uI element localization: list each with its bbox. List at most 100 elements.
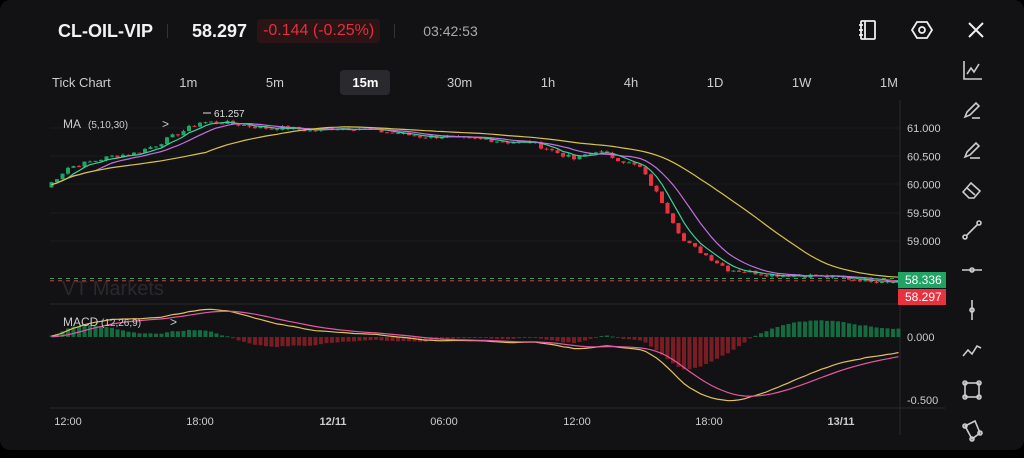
vertical-line-icon[interactable] <box>960 298 986 324</box>
candle-down <box>77 166 81 168</box>
time-tick: 12:00 <box>54 416 82 428</box>
candle-up <box>99 160 103 162</box>
candle-down <box>192 125 197 127</box>
tab-1h[interactable]: 1h <box>540 75 556 90</box>
macd-histogram-bar <box>786 323 791 337</box>
macd-histogram-bar <box>682 337 686 370</box>
macd-histogram-bar <box>511 337 516 339</box>
price-chart[interactable]: VT Markets MA (5,10,30) > MACD (12,26,9) >61.2… <box>0 0 950 450</box>
candle-up <box>148 147 153 149</box>
candle-up <box>440 137 444 139</box>
macd-params: (12,26,9) <box>101 318 141 329</box>
candle-up <box>242 124 246 126</box>
tab-1m[interactable]: 1M <box>879 75 898 90</box>
candle-up <box>60 173 65 180</box>
candle-up <box>566 154 571 157</box>
candle-up <box>49 182 54 188</box>
macd-histogram-bar <box>610 336 615 338</box>
time-tick: 06:00 <box>430 416 458 428</box>
polygon-icon[interactable] <box>960 418 986 444</box>
macd-histogram-bar <box>357 337 362 341</box>
ma-expand-chevron[interactable]: > <box>162 117 169 131</box>
settings-hex-icon[interactable] <box>910 18 934 42</box>
macd-histogram-bar <box>506 337 510 340</box>
macd-histogram-bar <box>825 320 829 337</box>
candle-up <box>104 156 109 161</box>
candle-down <box>660 191 664 203</box>
tab-1w[interactable]: 1W <box>791 75 812 90</box>
trend-line-icon[interactable] <box>960 218 986 244</box>
macd-histogram-bar <box>93 325 98 337</box>
macd-histogram-bar <box>319 337 323 345</box>
macd-histogram-bar <box>885 328 890 337</box>
macd-histogram-bar <box>181 330 186 337</box>
tab-tick-chart[interactable]: Tick Chart <box>52 75 111 90</box>
macd-histogram-bar <box>379 337 384 341</box>
macd-histogram-bar <box>847 323 851 337</box>
close-icon[interactable] <box>964 18 988 42</box>
macd-histogram-bar <box>489 337 494 339</box>
macd-histogram-bar <box>88 325 92 337</box>
macd-histogram-bar <box>192 330 197 337</box>
tab-1d[interactable]: 1D <box>706 75 724 90</box>
notebook-icon[interactable] <box>856 18 880 42</box>
macd-histogram-bar <box>649 337 653 347</box>
macd-histogram-bar <box>214 333 219 337</box>
candle-down <box>693 243 697 247</box>
candle-up <box>187 125 191 132</box>
macd-histogram-bar <box>583 337 587 341</box>
candle-down <box>665 202 670 214</box>
tab-30m[interactable]: 30m <box>446 75 473 90</box>
horizontal-line-icon[interactable] <box>960 258 986 284</box>
tab-1m[interactable]: 1m <box>179 75 198 90</box>
candle-down <box>841 276 846 278</box>
tab-4h[interactable]: 4h <box>623 75 639 90</box>
candle-up <box>71 166 76 168</box>
tab-5m[interactable]: 5m <box>265 75 284 90</box>
candle-down <box>385 132 389 134</box>
price-tick: 60.500 <box>907 151 941 163</box>
macd-histogram-bar <box>676 337 681 367</box>
macd-histogram-bar <box>445 337 450 340</box>
bid-price-label: 58.336 <box>905 273 942 287</box>
macd-histogram-bar <box>170 331 175 337</box>
macd-histogram-bar <box>726 337 730 354</box>
candle-down <box>572 154 576 160</box>
candle-up <box>308 130 312 132</box>
candle-up <box>511 142 516 144</box>
candle-up <box>165 137 169 145</box>
macd-tick: 0.000 <box>907 332 935 344</box>
candle-down <box>269 128 274 130</box>
macd-histogram-bar <box>330 337 334 343</box>
rectangle-icon[interactable] <box>960 378 986 404</box>
macd-histogram-bar <box>280 337 285 347</box>
macd-histogram-bar <box>566 337 571 343</box>
candle-down <box>379 128 384 133</box>
macd-histogram-bar <box>742 337 747 343</box>
candle-down <box>115 155 120 158</box>
candle-down <box>555 150 560 153</box>
macd-dif-line <box>51 308 899 402</box>
candle-up <box>170 134 175 138</box>
polyline-icon[interactable] <box>960 338 986 364</box>
candle-down <box>616 158 620 162</box>
macd-histogram-bar <box>704 337 708 364</box>
macd-histogram-bar <box>891 328 895 337</box>
pencil-line-icon[interactable] <box>960 138 986 164</box>
macd-histogram-bar <box>132 332 136 337</box>
macd-histogram-bar <box>836 321 840 337</box>
macd-histogram-bar <box>654 337 659 351</box>
macd-histogram-bar <box>539 337 543 339</box>
candle-down <box>632 162 637 165</box>
candle-up <box>159 144 164 147</box>
candle-down <box>390 132 395 134</box>
timeframe-tabs: Tick Chart 1m 5m 15m 30m 1h 4h 1D 1W 1M <box>40 70 910 95</box>
macd-histogram-bar <box>720 337 725 356</box>
tab-15m[interactable]: 15m <box>340 70 391 95</box>
eraser-icon[interactable] <box>960 178 986 204</box>
indicator-chart-icon[interactable] <box>960 58 986 84</box>
pencil-icon[interactable] <box>960 98 986 124</box>
candle-down <box>137 152 142 154</box>
macd-expand-chevron[interactable]: > <box>170 315 177 329</box>
candle-down <box>478 138 483 140</box>
